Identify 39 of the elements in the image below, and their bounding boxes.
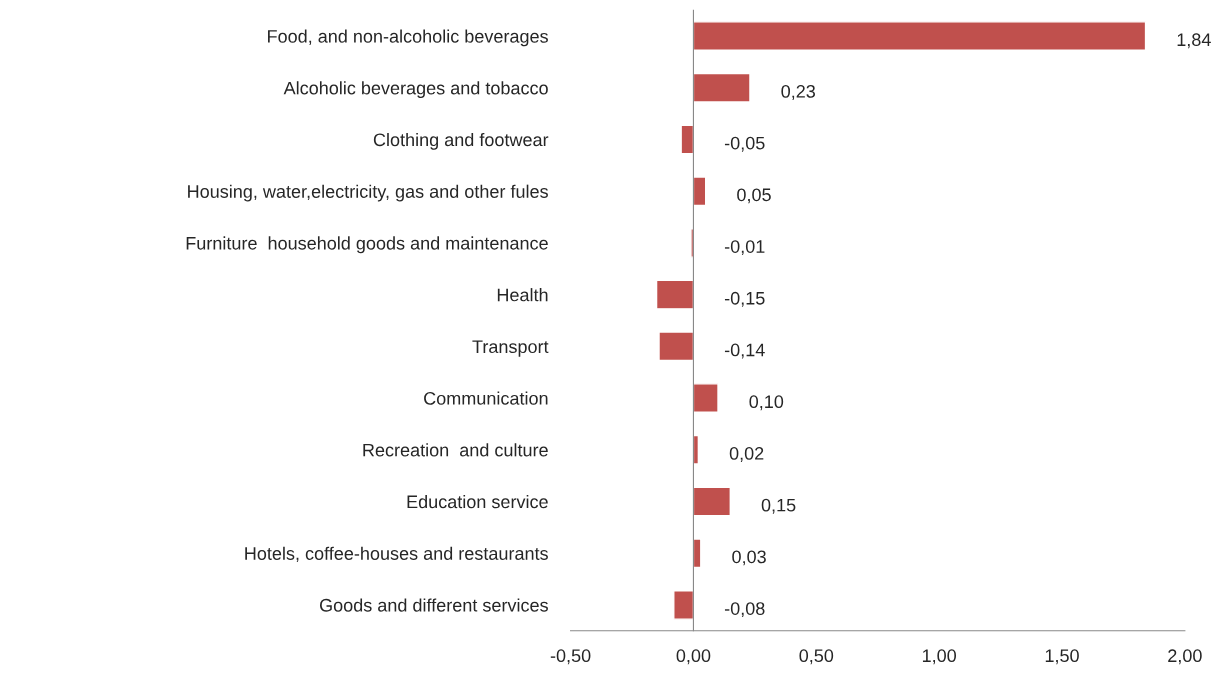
bar [692,538,702,569]
data-label: 0,02 [729,447,764,462]
data-label: -0,14 [724,343,765,359]
y-tick-label: Goods and different services [319,598,548,612]
bar [692,383,719,413]
x-tick-label: 1,50 [1045,649,1079,665]
data-label: 0,03 [732,550,766,566]
data-label: -0,08 [724,602,765,618]
x-tick-label: 2,00 [1168,649,1202,665]
data-label: 0,15 [761,498,796,514]
data-label: -0,01 [724,240,765,256]
bar [692,486,731,517]
bar [673,590,695,620]
data-label: 0,10 [749,395,784,411]
bar [692,21,1147,51]
x-tick-label: -0,50 [550,649,591,665]
y-tick-label: Housing, water,electricity, gas and other fules [188,184,548,202]
data-label: 0,05 [737,188,771,204]
data-label: -0,05 [724,136,765,152]
y-tick-label: Health [497,288,548,302]
bar [680,124,695,155]
bar [658,331,695,362]
x-tick-label: 0,00 [676,649,711,665]
y-tick-label: Education service [407,494,548,509]
y-tick-label: Furniture household goods and maintenance [186,236,548,254]
y-tick-label: Clothing and footwear [373,132,549,150]
x-tick-label: 1,00 [922,649,957,665]
data-label: -0,15 [724,291,765,307]
y-tick-label: Alcoholic beverages and tobacco [283,81,548,99]
y-tick-label: Communication [424,391,548,405]
data-label: 1,84 [1177,33,1211,49]
bar [692,72,751,103]
x-tick-label: 0,50 [799,649,834,665]
data-label: 0,23 [781,84,816,100]
y-tick-label: Transport [472,340,549,357]
y-tick-label: Recreation and culture [363,443,548,457]
bar [655,279,695,310]
y-tick-label: Hotels, coffee-houses and restaurants [245,546,548,563]
y-tick-label: Food, and non-alcoholic beverages [268,29,548,47]
